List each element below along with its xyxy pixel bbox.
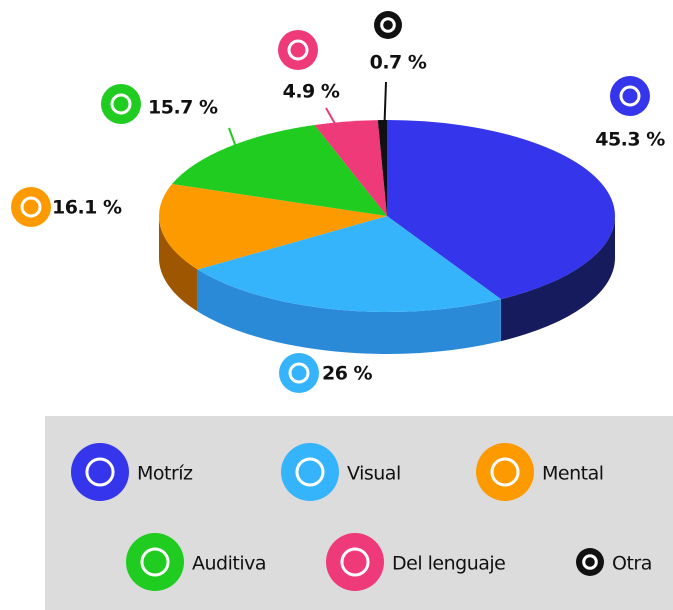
icon-glyph: [490, 457, 520, 487]
leader-line: [228, 127, 238, 151]
icon-glyph: [287, 39, 309, 61]
value-label: 4.9 %: [283, 81, 340, 103]
icon: [610, 76, 650, 116]
legend-label: Visual: [347, 463, 401, 485]
slice: [197, 216, 501, 313]
icon-circle: [326, 533, 384, 591]
icon: [576, 548, 604, 576]
legend-label: Auditiva: [192, 553, 266, 575]
slice: [377, 120, 387, 216]
slice-side: [197, 269, 501, 354]
icon-glyph: [340, 547, 370, 577]
slice: [172, 124, 387, 216]
slice-side: [500, 216, 615, 342]
slice: [158, 184, 387, 270]
icon-circle: [281, 443, 339, 501]
value-label: 45.3 %: [595, 129, 665, 151]
slice: [387, 120, 616, 300]
legend-label: Motríz: [137, 463, 193, 485]
value-label: 26 %: [322, 363, 373, 385]
icon-circle: [476, 443, 534, 501]
icon: [71, 443, 129, 501]
icon: [278, 30, 318, 70]
icon-glyph: [85, 457, 115, 487]
icon-glyph: [288, 362, 310, 384]
icon-glyph: [582, 554, 598, 570]
leader-line: [383, 81, 387, 139]
pie: [158, 120, 616, 354]
icon-circle: [11, 187, 51, 227]
icon-glyph: [380, 17, 396, 33]
legend-label: Del lenguaje: [392, 553, 505, 575]
icon-circle: [71, 443, 129, 501]
icon-glyph: [110, 93, 132, 115]
icon: [374, 11, 402, 39]
value-label: 0.7 %: [370, 52, 427, 74]
icon: [11, 187, 51, 227]
icon-circle: [126, 533, 184, 591]
icon-circle: [279, 353, 319, 393]
icon-glyph: [140, 547, 170, 577]
icon-glyph: [295, 457, 325, 487]
legend-label: Mental: [542, 463, 604, 485]
icon: [281, 443, 339, 501]
slice: [314, 120, 387, 216]
value-label: 15.7 %: [148, 97, 218, 119]
value-label: 16.1 %: [52, 197, 122, 219]
icon: [126, 533, 184, 591]
icon-circle: [101, 84, 141, 124]
slice-side: [159, 216, 198, 312]
leader-line: [325, 107, 343, 137]
icon-circle: [374, 11, 402, 39]
icon-circle: [576, 548, 604, 576]
icon-glyph: [20, 196, 42, 218]
icon: [101, 84, 141, 124]
legend-label: Otra: [612, 553, 652, 575]
icon: [279, 353, 319, 393]
icon: [476, 443, 534, 501]
icon-circle: [278, 30, 318, 70]
icon-circle: [610, 76, 650, 116]
icon: [326, 533, 384, 591]
icon-glyph: [619, 85, 641, 107]
